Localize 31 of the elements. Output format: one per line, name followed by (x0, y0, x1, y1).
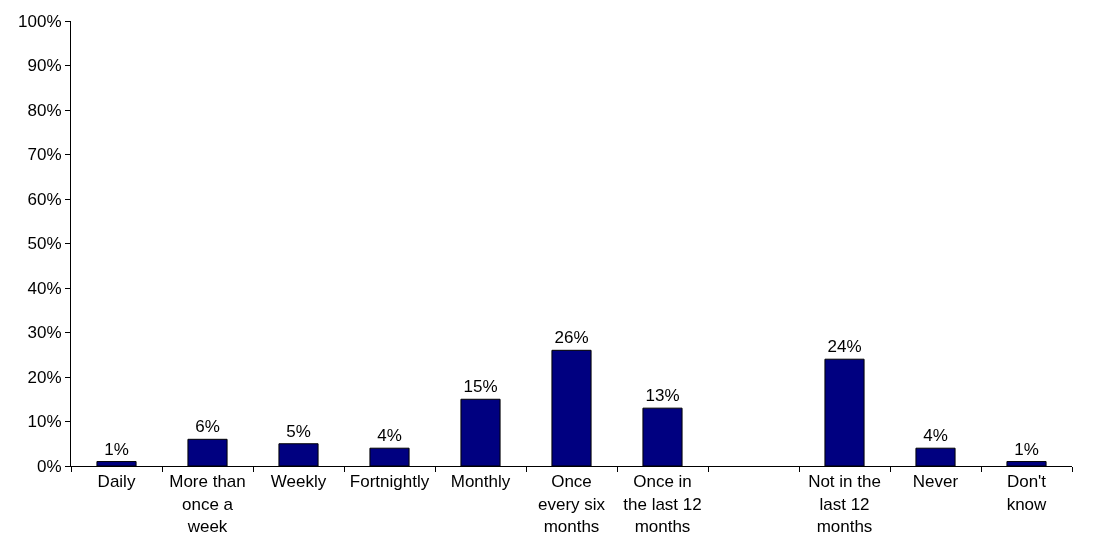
x-tick-label: Daily (97, 472, 136, 492)
x-tick-label: Never (912, 472, 959, 492)
data-label: 24% (827, 337, 862, 357)
y-tick-label: 100% (18, 11, 62, 31)
x-tick-label: Fortnightly (349, 472, 430, 492)
data-label: 4% (377, 426, 402, 446)
y-tick-label: 80% (27, 100, 62, 120)
data-label: 13% (645, 386, 680, 406)
data-label: 6% (195, 417, 220, 437)
y-tick-label: 40% (27, 278, 62, 298)
data-label: 15% (463, 377, 498, 397)
y-tick-label: 90% (27, 56, 62, 76)
x-tick-label: Don't know (1006, 472, 1048, 514)
x-tick-label: Monthly (450, 472, 511, 492)
x-tick-label: Once every six months (537, 472, 606, 536)
data-label: 26% (554, 328, 589, 348)
y-tick-label: 60% (27, 189, 62, 209)
x-tick-label: Weekly (270, 472, 327, 492)
y-tick-label: 70% (27, 145, 62, 165)
data-label: 1% (104, 439, 129, 459)
y-tick-label: 20% (27, 367, 62, 387)
x-tick-label: Not in the last 12 months (808, 472, 881, 536)
y-tick-label: 0% (37, 456, 62, 476)
y-tick-label: 10% (27, 412, 62, 432)
y-tick-label: 50% (27, 234, 62, 254)
x-tick-label: Once in the last 12 months (623, 472, 702, 536)
data-label: 1% (1014, 439, 1039, 459)
y-tick-label: 30% (27, 323, 62, 343)
data-label: 4% (923, 426, 948, 446)
data-label: 5% (286, 421, 311, 441)
x-tick-label: More than once a week (169, 472, 246, 536)
